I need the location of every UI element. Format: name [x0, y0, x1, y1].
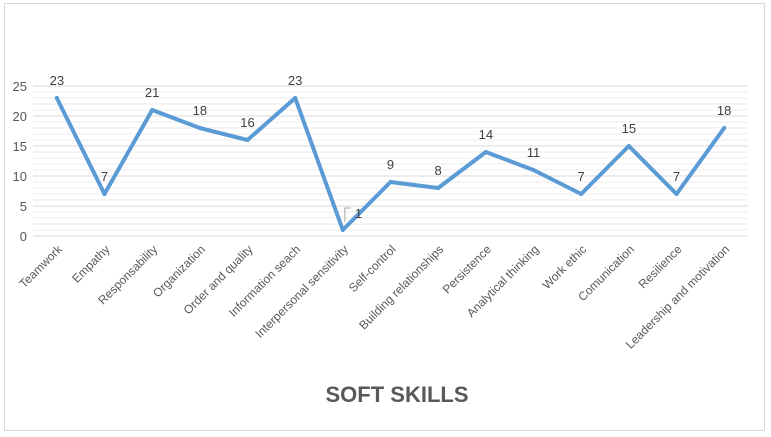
data-label: 1: [355, 206, 362, 221]
data-point: [531, 168, 536, 172]
data-label: 18: [193, 103, 207, 118]
data-label: 16: [240, 115, 254, 130]
y-tick-label: 0: [20, 229, 27, 244]
y-tick-label: 15: [13, 139, 27, 154]
chart-title: SOFT SKILLS: [326, 382, 469, 407]
series-line-layer: [54, 96, 727, 232]
data-label: 15: [622, 121, 636, 136]
y-axis-ticks: 0 5 10 15 20 25: [13, 79, 27, 244]
data-label: 7: [101, 169, 108, 184]
data-point: [102, 192, 107, 196]
data-label: 9: [387, 157, 394, 172]
data-point: [54, 96, 59, 100]
data-point: [150, 108, 155, 112]
gridlines: [33, 85, 748, 237]
y-tick-label: 10: [13, 169, 27, 184]
chart-frame: 0 5 10 15 20 25 Teamwork Empathy Responsability…: [4, 3, 765, 431]
x-category-label: Interpersonal sensitivity: [252, 242, 351, 341]
data-point: [579, 192, 584, 196]
x-category-label: Empathy: [69, 242, 112, 285]
data-label: 21: [145, 85, 159, 100]
x-category-label: Resilience: [636, 242, 685, 291]
x-category-label: Building relationships: [356, 242, 446, 332]
data-point: [340, 228, 345, 232]
data-point: [483, 150, 488, 154]
y-tick-label: 25: [13, 79, 27, 94]
data-point: [197, 126, 202, 130]
data-point: [388, 180, 393, 184]
y-tick-label: 5: [20, 199, 27, 214]
data-point: [436, 186, 441, 190]
x-axis-categories: Teamwork EmpathyResponsabilityOrganizatio…: [16, 242, 732, 352]
x-category-label: Teamwork: [16, 242, 65, 291]
y-tick-label: 20: [13, 109, 27, 124]
data-point: [293, 96, 298, 100]
data-point: [722, 126, 727, 130]
data-label: 7: [673, 169, 680, 184]
x-category-label: Work ethic: [539, 242, 589, 292]
data-label: 18: [717, 103, 731, 118]
data-label: 23: [288, 73, 302, 88]
soft-skills-line-chart: 0 5 10 15 20 25 Teamwork EmpathyResponsability…: [13, 73, 748, 407]
data-label: 14: [479, 127, 493, 142]
data-point: [626, 144, 631, 148]
data-label: 8: [435, 163, 442, 178]
data-label-leader-line: [344, 207, 351, 222]
data-labels: 23 7 21 18 16 23 1 9 8 14 11 7 15 7 18: [50, 73, 731, 222]
data-point: [245, 138, 250, 142]
data-label: 23: [50, 73, 64, 88]
data-point: [674, 192, 679, 196]
data-label: 11: [527, 145, 541, 160]
data-label: 7: [578, 169, 585, 184]
